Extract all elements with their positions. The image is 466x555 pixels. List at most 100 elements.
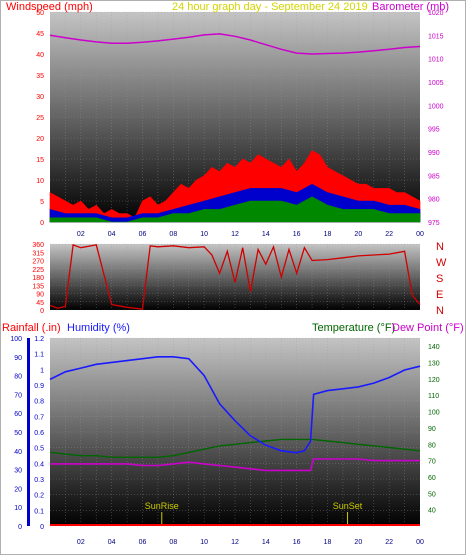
compass-label-w: W bbox=[436, 257, 447, 269]
sunrise-label: SunRise bbox=[145, 501, 179, 511]
humidity-tick-label: 50 bbox=[14, 430, 22, 437]
direction-tick-label: 225 bbox=[32, 267, 44, 274]
chart-title: 24 hour graph day - September 24 2019 bbox=[172, 1, 368, 13]
x-tick-label: 20 bbox=[354, 231, 362, 238]
x-tick-label: 14 bbox=[262, 231, 270, 238]
barometer-tick-label: 1020 bbox=[428, 10, 444, 17]
temperature-tick-label: 50 bbox=[428, 491, 436, 498]
windspeed-tick-label: 45 bbox=[36, 31, 44, 38]
barometer-tick-label: 1010 bbox=[428, 57, 444, 64]
rainfall-tick-label: 1.1 bbox=[34, 352, 44, 359]
humidity-axis-title: Humidity (%) bbox=[67, 322, 130, 334]
temperature-tick-label: 90 bbox=[428, 426, 436, 433]
x-tick-label: 06 bbox=[139, 231, 147, 238]
barometer-tick-label: 990 bbox=[428, 150, 440, 157]
humidity-tick-label: 30 bbox=[14, 468, 22, 475]
barometer-tick-label: 985 bbox=[428, 173, 440, 180]
compass-label-n-top: N bbox=[436, 241, 444, 253]
data-marks: SunRise SunSet bbox=[49, 33, 421, 526]
rainfall-tick-label: 0.3 bbox=[34, 477, 44, 484]
rainfall-tick-label: 0.8 bbox=[34, 399, 44, 406]
barometer-tick-label: 1005 bbox=[428, 80, 444, 87]
rainfall-tick-label: 1 bbox=[40, 367, 44, 374]
compass-label-s: S bbox=[436, 273, 443, 285]
rainfall-tick-label: 0 bbox=[40, 524, 44, 531]
windspeed-tick-label: 25 bbox=[36, 115, 44, 122]
windspeed-tick-label: 30 bbox=[36, 94, 44, 101]
temperature-tick-label: 110 bbox=[428, 393, 439, 400]
x-tick-label: 04 bbox=[108, 539, 116, 546]
temperature-tick-label: 100 bbox=[428, 410, 440, 417]
x-tick-label: 16 bbox=[293, 539, 301, 546]
temperature-tick-label: 70 bbox=[428, 459, 436, 466]
x-tick-label: 08 bbox=[169, 539, 177, 546]
temperature-line bbox=[49, 438, 421, 458]
x-tick-label: 02 bbox=[77, 231, 85, 238]
wind-direction-line bbox=[49, 244, 421, 310]
x-tick-label: 18 bbox=[324, 231, 332, 238]
direction-tick-label: 315 bbox=[32, 250, 44, 257]
direction-tick-label: 270 bbox=[32, 259, 44, 266]
x-tick-label: 18 bbox=[324, 539, 332, 546]
rainfall-tick-label: 1.2 bbox=[34, 336, 44, 343]
temperature-tick-label: 40 bbox=[428, 508, 436, 515]
barometer-tick-label: 980 bbox=[428, 197, 440, 204]
x-tick-label: 00 bbox=[416, 231, 424, 238]
compass-label-e: E bbox=[436, 289, 443, 301]
x-tick-label: 16 bbox=[293, 231, 301, 238]
humidity-line bbox=[49, 355, 421, 454]
barometer-tick-label: 1015 bbox=[428, 33, 444, 40]
humidity-tick-label: 60 bbox=[14, 411, 22, 418]
windspeed-tick-label: 15 bbox=[36, 157, 44, 164]
x-tick-label: 12 bbox=[231, 539, 239, 546]
x-tick-label: 02 bbox=[77, 539, 85, 546]
rainfall-axis-title: Rainfall (.in) bbox=[2, 322, 61, 334]
barometer-tick-label: 975 bbox=[428, 220, 440, 227]
rainfall-tick-label: 0.4 bbox=[34, 461, 44, 468]
dewpoint-axis-title: Dew Point (°F) bbox=[392, 322, 464, 334]
wind-low-area bbox=[49, 196, 421, 223]
humidity-tick-label: 90 bbox=[14, 355, 22, 362]
windspeed-tick-label: 20 bbox=[36, 136, 44, 143]
windspeed-tick-label: 5 bbox=[40, 199, 44, 206]
barometer-line bbox=[49, 33, 421, 55]
direction-tick-label: 360 bbox=[32, 242, 44, 249]
compass-label-n-bottom: N bbox=[436, 305, 444, 317]
windspeed-axis-title: Windspeed (mph) bbox=[6, 1, 93, 13]
humidity-tick-label: 20 bbox=[14, 486, 22, 493]
windspeed-tick-label: 0 bbox=[40, 220, 44, 227]
barometer-tick-label: 1000 bbox=[428, 103, 444, 110]
humidity-tick-label: 0 bbox=[18, 524, 22, 531]
rainfall-tick-label: 0.9 bbox=[34, 383, 44, 390]
windspeed-tick-label: 40 bbox=[36, 52, 44, 59]
sunset-label: SunSet bbox=[333, 501, 363, 511]
x-tick-label: 22 bbox=[385, 539, 393, 546]
direction-tick-label: 90 bbox=[36, 292, 44, 299]
x-tick-label: 08 bbox=[169, 231, 177, 238]
x-tick-label: 10 bbox=[200, 539, 208, 546]
x-tick-label: 12 bbox=[231, 231, 239, 238]
x-tick-label: 00 bbox=[416, 539, 424, 546]
direction-tick-label: 135 bbox=[32, 283, 44, 290]
rainfall-tick-label: 0.2 bbox=[34, 493, 44, 500]
humidity-axis-bar bbox=[27, 338, 30, 526]
humidity-tick-label: 80 bbox=[14, 374, 22, 381]
rainfall-tick-label: 0.5 bbox=[34, 446, 44, 453]
rainfall-tick-label: 0.7 bbox=[34, 414, 44, 421]
humidity-tick-label: 100 bbox=[10, 336, 22, 343]
humidity-tick-label: 10 bbox=[14, 505, 22, 512]
dewpoint-line bbox=[50, 458, 420, 472]
windspeed-tick-label: 10 bbox=[36, 178, 44, 185]
direction-tick-label: 0 bbox=[40, 308, 44, 315]
rainfall-tick-label: 0.1 bbox=[34, 508, 44, 515]
humidity-tick-label: 40 bbox=[14, 449, 22, 456]
barometer-tick-label: 995 bbox=[428, 127, 440, 134]
temperature-tick-label: 140 bbox=[428, 344, 440, 351]
x-tick-label: 04 bbox=[108, 231, 116, 238]
rainfall-tick-label: 0.6 bbox=[34, 430, 44, 437]
temperature-axis-title: Temperature (°F) bbox=[312, 322, 395, 334]
temperature-tick-label: 120 bbox=[428, 377, 440, 384]
temperature-tick-label: 130 bbox=[428, 361, 440, 368]
windspeed-tick-label: 35 bbox=[36, 73, 44, 80]
